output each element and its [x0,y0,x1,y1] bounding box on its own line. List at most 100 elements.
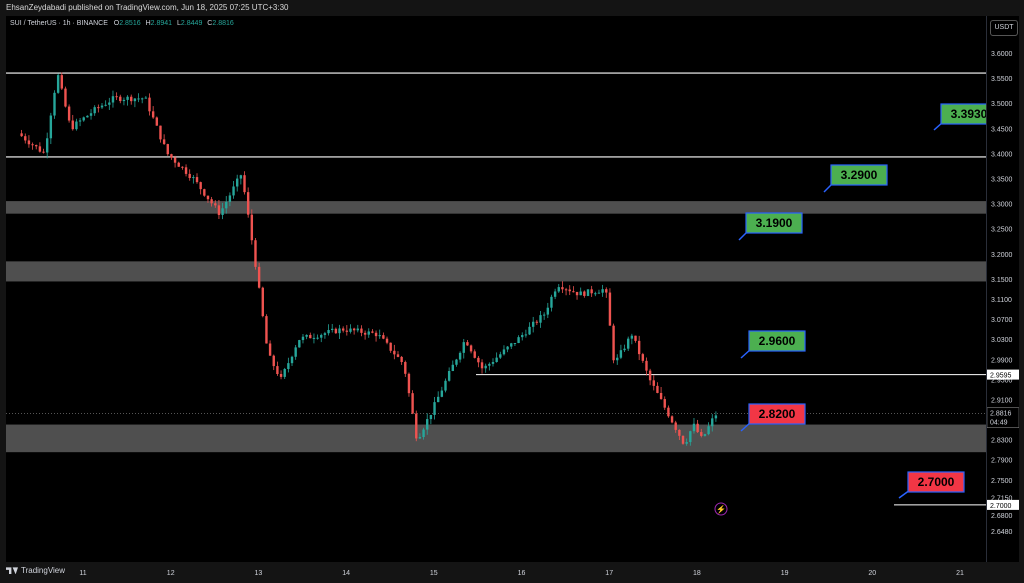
candle-body [210,199,213,204]
chart-pane[interactable]: 3.3930 3.2900 3.1900 2.9600 2.8200 2.7000 ⚡ SU… [6,16,986,562]
candle-body [447,371,451,381]
candle-body [203,189,206,196]
candle-body [396,354,400,357]
candle-body [378,335,381,337]
close-key: C [207,20,213,27]
candle-body [696,423,699,433]
candle-body [568,289,571,292]
candle-body [56,75,60,93]
time-tick-label: 16 [518,570,526,577]
candle-body [331,328,334,331]
currency-button[interactable]: USDT [990,20,1018,36]
candle-body [309,334,312,339]
candle-body [272,355,275,367]
candle-body [619,350,623,358]
candle-body [45,138,49,153]
candle-body [195,177,199,183]
candle-body [159,125,162,140]
candle-body [623,348,626,351]
candle-body [338,328,341,334]
target-label: 3.1900 [756,216,793,230]
time-tick-label: 15 [430,570,438,577]
candle-body [108,102,111,105]
time-axis: 11 12 13 14 15 16 17 18 19 20 21 [0,562,1024,583]
candle-body [670,416,674,423]
candle-body [458,352,462,360]
candle-body [89,113,93,116]
target-label: 2.9600 [759,334,796,348]
time-tick-label: 18 [693,570,701,577]
candle-body [608,292,612,326]
price-axis[interactable]: 3.6000 3.5500 3.5000 3.4500 3.4000 3.3500 3.30… [986,16,1019,562]
candle-body [170,154,173,158]
candle-body [341,328,345,331]
candle-body [75,121,78,130]
countdown-label: 04:49 [990,420,1008,427]
high-value: 2.8941 [150,20,173,27]
candle-body [637,340,641,355]
candle-body [389,342,392,351]
candle-body [111,96,115,103]
candle-body [714,415,718,419]
time-tick-label: 19 [781,570,789,577]
candle-body [583,291,586,296]
price-axis-labels: 3.6000 3.5500 3.5000 3.4500 3.4000 3.3500 3.30… [987,51,1019,536]
candle-body [466,342,469,346]
candle-body [265,316,268,344]
candle-body [630,335,634,339]
symbol-label[interactable]: SUI / TetherUS · 1h · BINANCE [10,20,108,27]
candle-body [35,145,38,147]
candle-body [86,115,89,118]
price-tick-label: 3.6000 [991,51,1013,58]
price-tick-label: 3.3500 [991,177,1013,184]
candle-body [404,362,407,374]
candle-body [517,337,520,344]
candle-body [627,338,630,349]
target-label: 3.3930 [951,107,986,121]
candle-body [71,120,74,130]
candle-body [184,167,188,174]
candle-body [20,133,23,137]
target-label: 2.8200 [759,407,796,421]
price-tick-label: 2.8300 [991,438,1013,445]
target-box [748,330,806,352]
candle-body [181,166,184,168]
candle-body [31,144,34,146]
candle-body [137,98,140,100]
price-marker-label-bg [987,499,1019,510]
candle-body [192,177,195,179]
candle-body [360,328,363,333]
candle-body [268,343,272,356]
candle-body [510,343,513,347]
price-tick-label: 2.7150 [991,495,1013,502]
candle-body [444,380,447,391]
candle-body [97,107,100,109]
candle-body [663,399,666,408]
price-marker-label: 2.9595 [990,373,1012,380]
candle-body [162,139,166,145]
candlestick-chart[interactable]: 3.3930 3.2900 3.1900 2.9600 2.8200 2.7000 ⚡ [6,16,986,562]
price-tick-label: 3.5000 [991,101,1013,108]
candle-body [316,337,319,339]
candle-body [250,214,254,241]
current-price-tag [987,407,1019,429]
candle-body [294,347,297,357]
candle-body [42,151,45,153]
candle-body [678,429,681,436]
candle-body [122,99,126,102]
candle-body [78,120,82,122]
price-tick-label: 3.2000 [991,252,1013,259]
tradingview-logo[interactable]: TradingView [6,566,65,575]
candle-body [477,357,480,363]
price-tick-label: 3.4000 [991,151,1013,158]
candle-body [320,334,323,338]
candle-body [67,106,71,121]
candle-body [115,96,118,98]
candle-body [27,140,31,145]
candle-body [301,336,305,341]
candle-body [228,195,232,202]
candle-body [542,314,546,316]
candle-body [323,333,327,335]
candle-body [407,373,411,394]
target-label: 2.7000 [918,475,955,489]
